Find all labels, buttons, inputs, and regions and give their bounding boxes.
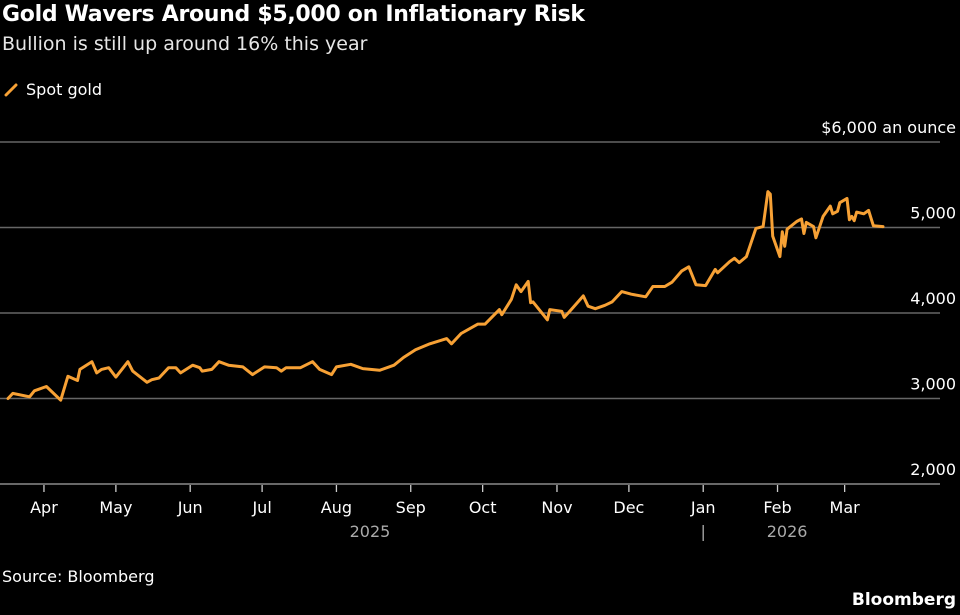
x-tick-label: Feb: [763, 498, 791, 517]
x-tick-label: Dec: [613, 498, 644, 517]
series-line-spot-gold: [6, 190, 885, 402]
y-tick-label: 2,000: [910, 460, 956, 479]
chart-subtitle: Bullion is still up around 16% this year: [2, 33, 368, 55]
y-tick-label: $6,000 an ounce: [821, 118, 956, 137]
bloomberg-logo: Bloomberg: [851, 590, 956, 610]
chart-title: Gold Wavers Around $5,000 on Inflationar…: [2, 2, 585, 27]
year-label: 2025: [350, 522, 391, 541]
x-tick-label: Aug: [321, 498, 352, 517]
legend-line-icon: [4, 83, 18, 96]
y-tick-label: 3,000: [910, 375, 956, 394]
x-tick-label: Jan: [690, 498, 716, 517]
year-label: 2026: [767, 522, 808, 541]
x-tick-label: Oct: [469, 498, 497, 517]
y-tick-label: 5,000: [910, 204, 956, 223]
x-tick-label: May: [99, 498, 132, 517]
legend-label: Spot gold: [26, 80, 103, 99]
year-separator: |: [701, 522, 706, 541]
legend: Spot gold: [4, 80, 102, 99]
x-tick-label: Jun: [177, 498, 203, 517]
x-tick-label: Jul: [251, 498, 271, 517]
x-tick-label: Apr: [30, 498, 58, 517]
y-tick-label: 4,000: [910, 289, 956, 308]
source-note: Source: Bloomberg: [2, 567, 155, 586]
x-tick-label: Sep: [396, 498, 426, 517]
x-tick-label: Mar: [830, 498, 861, 517]
x-tick-label: Nov: [541, 498, 572, 517]
